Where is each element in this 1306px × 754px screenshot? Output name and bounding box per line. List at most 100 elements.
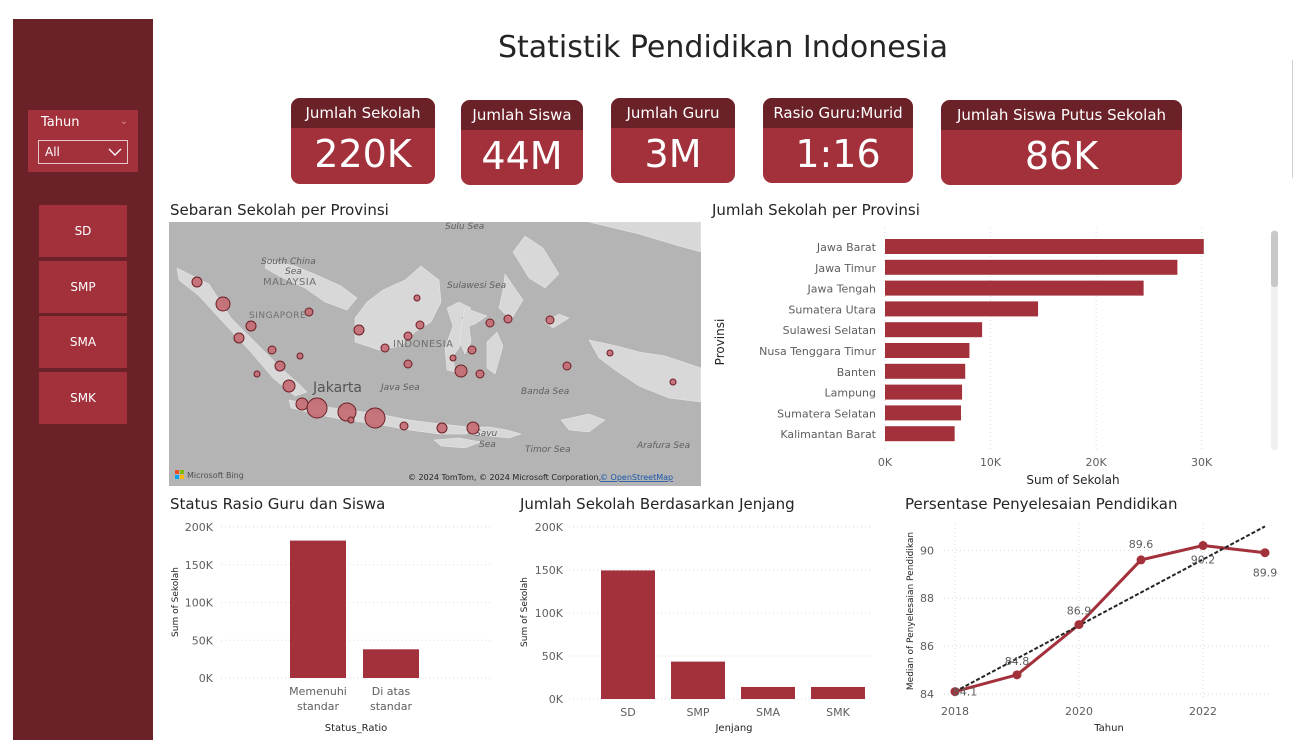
category-label: Nusa Tenggara Timur (759, 345, 876, 358)
map-label-malaysia: MALAYSIA (263, 277, 317, 288)
y-tick-label: 90 (920, 544, 934, 557)
filter-button-sd[interactable]: SD (39, 205, 127, 257)
bar (885, 280, 1144, 296)
school-bubble (282, 379, 296, 393)
chevron-down-icon (108, 148, 122, 156)
data-label: 84.1 (953, 686, 978, 699)
map-label-arafura-sea: Arafura Sea (636, 441, 690, 451)
bar (885, 239, 1204, 254)
chart-title-penyelesaian: Persentase Penyelesaian Pendidikan (905, 495, 1178, 513)
filter-button-smp[interactable]: SMP (39, 261, 127, 313)
school-bubble (467, 345, 477, 355)
y-tick-label: 100K (535, 607, 564, 620)
data-point (950, 687, 960, 697)
y-axis-title: Sum of Sekolah (171, 567, 181, 637)
y-tick-label: 86 (920, 640, 934, 653)
trend-line (954, 525, 1266, 693)
osm-link[interactable]: © OpenStreetMap (600, 473, 673, 482)
kpi-value: 220K (314, 132, 412, 176)
slicer-dropdown[interactable]: All (38, 140, 128, 164)
kpi-card-rasio: Rasio Guru:Murid 1:16 (763, 98, 913, 183)
chart-rasio[interactable]: 0K 50K 100K 150K 200K Memenuhi standar Di atas s… (165, 514, 495, 740)
school-bubble (306, 397, 328, 419)
category-label: standar (370, 700, 412, 713)
school-bubble (415, 320, 425, 330)
scrollbar-thumb[interactable] (1271, 231, 1278, 287)
y-tick-label: 50K (542, 650, 564, 663)
chart-provinsi[interactable]: 0K 10K 20K 30K Jawa Barat Jawa Timur Jawa Teng… (705, 222, 1265, 492)
filter-button-sma[interactable]: SMA (39, 316, 127, 368)
school-bubble (503, 314, 513, 324)
bar (290, 540, 346, 678)
bar (885, 259, 1178, 275)
map-label-banda-sea: Banda Sea (521, 387, 569, 397)
school-bubble (466, 421, 480, 435)
slicer-value: All (45, 145, 60, 159)
category-label: Banten (837, 366, 876, 379)
y-tick-label: 50K (192, 634, 214, 647)
category-label: Memenuhi (289, 685, 347, 698)
bar (811, 686, 865, 699)
kpi-value: 86K (1024, 134, 1099, 178)
x-tick-label: 2022 (1189, 705, 1217, 718)
scrollbar-track[interactable] (1271, 230, 1278, 450)
y-axis-title: Sum of Sekolah (520, 577, 530, 647)
map-label-jakarta: Jakarta (312, 380, 362, 396)
bar (885, 405, 961, 421)
kpi-card-siswa: Jumlah Siswa 44M (461, 100, 583, 185)
school-bubble (253, 370, 261, 378)
school-bubble (353, 324, 365, 336)
school-bubble (380, 343, 390, 353)
data-point (1074, 620, 1084, 630)
category-label: Sumatera Utara (788, 303, 876, 316)
x-tick-label: 0K (878, 456, 893, 469)
y-axis-title: Median of Penyelesaian Pendidikan (906, 532, 916, 690)
school-bubble (296, 352, 304, 360)
school-map[interactable]: Sulu Sea South China Sea Sulawesi Sea Ja… (169, 222, 701, 486)
kpi-label: Jumlah Guru (611, 98, 735, 128)
kpi-card-sekolah: Jumlah Sekolah 220K (291, 98, 435, 184)
school-bubble (436, 422, 448, 434)
data-point (1260, 548, 1270, 558)
school-bubble (233, 332, 245, 344)
bar (671, 661, 725, 699)
school-bubble (606, 349, 614, 357)
category-label: Jawa Timur (814, 262, 876, 275)
x-tick-label: 30K (1191, 456, 1213, 469)
x-axis-title: Jenjang (714, 723, 752, 734)
data-point (1012, 670, 1022, 680)
kpi-label: Jumlah Siswa Putus Sekolah (941, 100, 1182, 130)
chart-jenjang[interactable]: 0K 50K 100K 150K 200K SD SMP SMA SMK Jenjang Sum o… (515, 514, 875, 740)
school-bubble (449, 354, 457, 362)
school-bubble (669, 378, 677, 386)
bar (885, 363, 966, 379)
bing-logo-icon (175, 470, 184, 479)
school-bubble (267, 345, 277, 355)
map-label-sea: Sea (285, 267, 302, 277)
tahun-slicer[interactable]: Tahun ⌄ All (28, 110, 138, 172)
data-label: 89.9 (1253, 567, 1278, 580)
slicer-collapse-icon[interactable]: ⌄ (119, 116, 128, 127)
category-label: SMK (826, 706, 850, 719)
filter-button-smk[interactable]: SMK (39, 372, 127, 424)
map-label-singapore: SINGAPORE (249, 311, 306, 321)
bar (601, 570, 655, 699)
kpi-label: Jumlah Sekolah (291, 98, 435, 128)
school-bubble (304, 307, 314, 317)
landmass (176, 222, 701, 449)
kpi-label: Jumlah Siswa (461, 100, 583, 130)
map-brand: Microsoft Bing (187, 471, 244, 480)
map-labels: Sulu Sea South China Sea Sulawesi Sea Ja… (261, 222, 690, 455)
category-label: Sulawesi Selatan (783, 324, 876, 337)
school-bubble (215, 296, 231, 312)
y-tick-label: 150K (185, 559, 214, 572)
school-bubble (475, 369, 485, 379)
data-label: 86.9 (1067, 605, 1092, 618)
category-label: Di atas (372, 685, 411, 698)
category-label: Lampung (825, 387, 877, 400)
kpi-value: 1:16 (795, 132, 881, 176)
chart-penyelesaian[interactable]: 84 86 88 90 2018 2020 2022 84.1 84.8 86.9 89.6 90.2… (900, 514, 1280, 740)
kpi-value: 3M (644, 132, 702, 176)
y-tick-label: 0K (549, 693, 564, 706)
